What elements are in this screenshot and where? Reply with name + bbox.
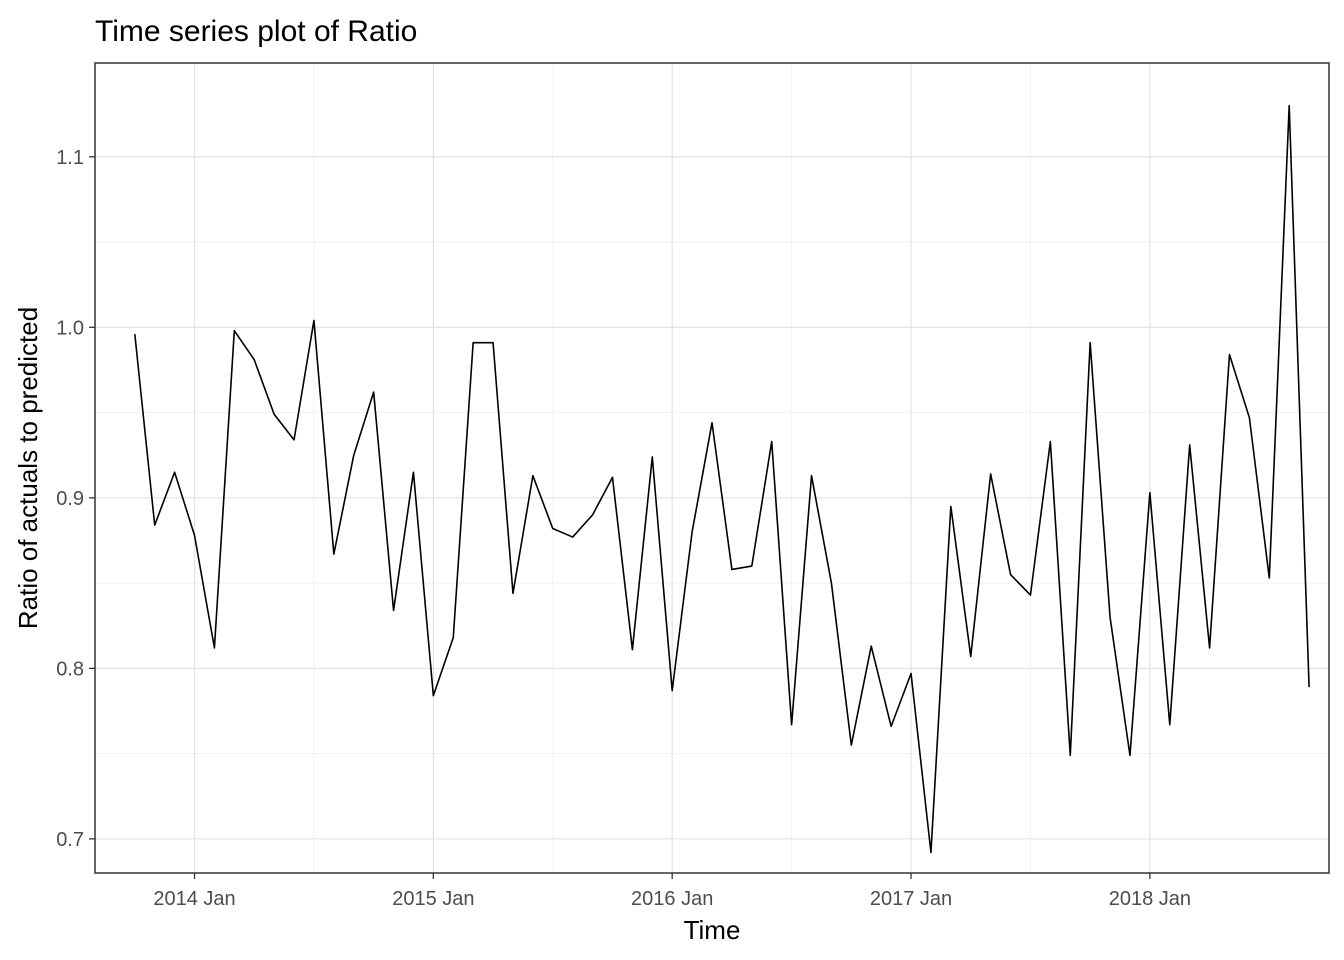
- x-tick-label: 2018 Jan: [1109, 888, 1191, 910]
- y-tick-label: 0.9: [56, 488, 84, 510]
- x-tick-label: 2017 Jan: [870, 888, 952, 910]
- series-layer: [134, 104, 1310, 854]
- x-tick-label: 2015 Jan: [392, 888, 474, 910]
- grid: [95, 63, 1329, 873]
- series-line: [134, 104, 1310, 854]
- x-axis: 2014 Jan 2015 Jan 2016 Jan 2017 Jan 2018 Jan: [153, 873, 1191, 910]
- x-tick-label: 2014 Jan: [153, 888, 235, 910]
- plot-panel-border: [94, 62, 1330, 874]
- y-tick-label: 0.8: [56, 658, 84, 680]
- y-axis: 0.7 0.8 0.9 1.0 1.1: [56, 147, 95, 851]
- y-tick-label: 1.0: [56, 317, 84, 339]
- y-axis-title: Ratio of actuals to predicted: [13, 307, 43, 629]
- y-tick-label: 0.7: [56, 829, 84, 851]
- chart-title: Time series plot of Ratio: [95, 15, 417, 48]
- x-tick-label: 2016 Jan: [631, 888, 713, 910]
- x-axis-title: Time: [684, 915, 741, 945]
- y-tick-label: 1.1: [56, 147, 84, 169]
